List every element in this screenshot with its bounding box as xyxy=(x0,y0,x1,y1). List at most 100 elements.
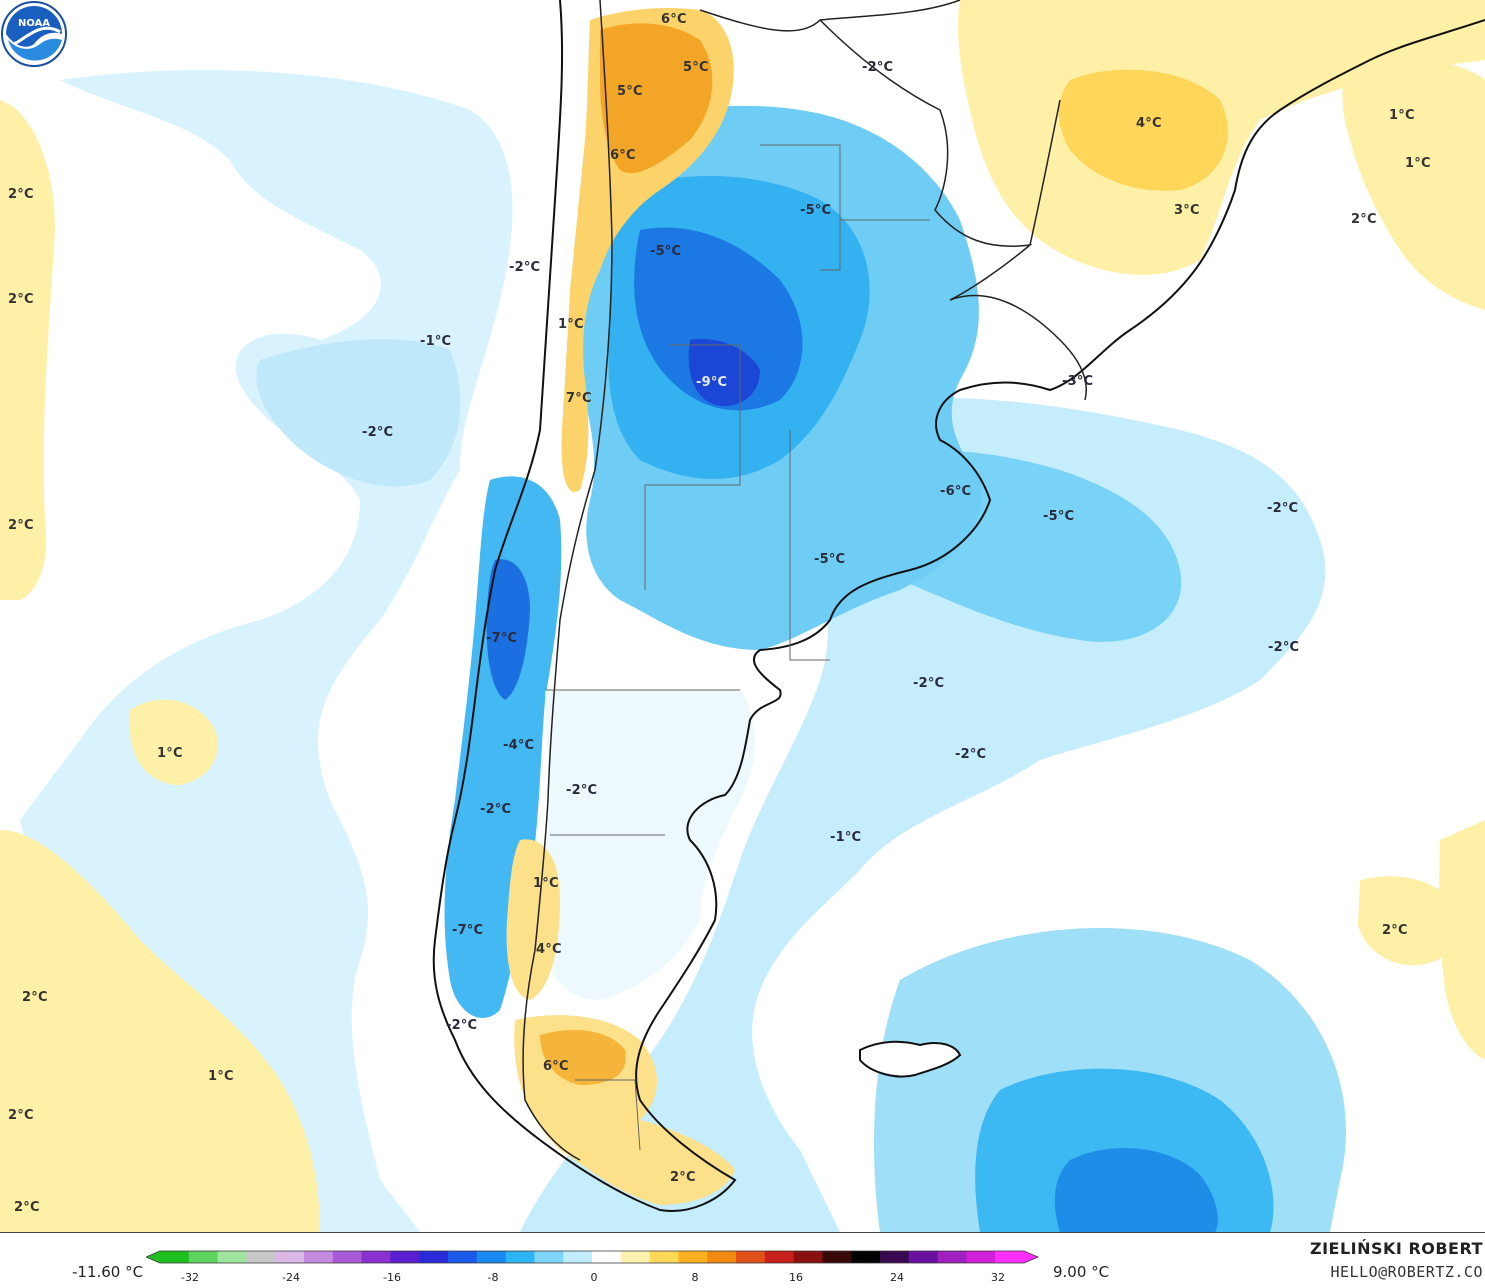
legend-min-value: -11.60 °C xyxy=(72,1263,143,1281)
temperature-label: 1°C xyxy=(1389,108,1415,123)
temperature-anomaly-map: 6°C 5°C 5°C 6°C -2°C 4°C 1°C 1°C 3°C -5°… xyxy=(0,0,1485,1232)
atlantic-warm-east xyxy=(1343,56,1485,310)
temperature-label: 2°C xyxy=(14,1200,40,1215)
colorbar-cell xyxy=(534,1251,563,1263)
temperature-label: -4°C xyxy=(503,738,534,753)
temperature-label: -2°C xyxy=(913,676,944,691)
temperature-label: 3°C xyxy=(1174,203,1200,218)
noaa-logo: NOAA xyxy=(0,0,68,68)
colorbar-cell xyxy=(390,1251,419,1263)
colorbar-cell xyxy=(938,1251,967,1263)
temperature-label: 1°C xyxy=(208,1069,234,1084)
colorbar-cell xyxy=(736,1251,765,1263)
temperature-label: 6°C xyxy=(543,1059,569,1074)
colorbar-cell xyxy=(650,1251,679,1263)
temperature-label: 2°C xyxy=(670,1170,696,1185)
legend-tick-label: -32 xyxy=(181,1271,199,1284)
colorbar-cell xyxy=(477,1251,506,1263)
colorbar-cell xyxy=(448,1251,477,1263)
legend-tick-label: -24 xyxy=(282,1271,300,1284)
temperature-label: -2°C xyxy=(1268,640,1299,655)
colorbar-cell xyxy=(909,1251,938,1263)
colorbar-cell xyxy=(995,1251,1024,1263)
colorbar-cell xyxy=(362,1251,391,1263)
temperature-label: 4°C xyxy=(536,942,562,957)
temperature-label: -2°C xyxy=(862,60,893,75)
temperature-label: -5°C xyxy=(800,203,831,218)
legend-tick-label: -16 xyxy=(383,1271,401,1284)
pacific-cold-core xyxy=(256,339,460,486)
legend-tick-label: 32 xyxy=(991,1271,1005,1284)
temperature-label: 6°C xyxy=(610,148,636,163)
temperature-label: 2°C xyxy=(1351,212,1377,227)
temperature-label: -2°C xyxy=(480,802,511,817)
temperature-label: -6°C xyxy=(940,484,971,499)
colorbar-cell xyxy=(218,1251,247,1263)
colorbar-cell xyxy=(506,1251,535,1263)
map-shading xyxy=(0,0,1485,1232)
temperature-label: -5°C xyxy=(650,244,681,259)
temperature-label: -1°C xyxy=(830,830,861,845)
temperature-label: -2°C xyxy=(566,783,597,798)
colorbar-cell xyxy=(160,1251,189,1263)
temperature-label: -2°C xyxy=(362,425,393,440)
colorbar-cell xyxy=(563,1251,592,1263)
colorbar-cell xyxy=(621,1251,650,1263)
temperature-label: -5°C xyxy=(814,552,845,567)
colorbar-cell xyxy=(304,1251,333,1263)
temperature-label: -2°C xyxy=(1267,501,1298,516)
temperature-label: 1°C xyxy=(1405,156,1431,171)
legend-tick-label: 0 xyxy=(591,1271,598,1284)
temperature-label: -2°C xyxy=(955,747,986,762)
legend-tick-label: -8 xyxy=(488,1271,499,1284)
legend-tick-label: 8 xyxy=(692,1271,699,1284)
temperature-label: 2°C xyxy=(22,990,48,1005)
colorbar-cell xyxy=(880,1251,909,1263)
temperature-label: -2°C xyxy=(446,1018,477,1033)
temperature-label: 2°C xyxy=(1382,923,1408,938)
temperature-label: 2°C xyxy=(8,187,34,202)
temperature-label: -2°C xyxy=(509,260,540,275)
colorbar-cell xyxy=(794,1251,823,1263)
colorbar-right-arrow xyxy=(1024,1251,1038,1263)
temperature-label: -3°C xyxy=(1062,374,1093,389)
temperature-label: -7°C xyxy=(452,923,483,938)
colorbar-cell xyxy=(275,1251,304,1263)
legend-tick-label: 24 xyxy=(890,1271,904,1284)
temperature-label: 6°C xyxy=(661,12,687,27)
colorbar-cell xyxy=(246,1251,275,1263)
temperature-label: 2°C xyxy=(8,1108,34,1123)
temperature-label: -9°C xyxy=(696,375,727,390)
colorbar-cell xyxy=(822,1251,851,1263)
colorbar-cell xyxy=(707,1251,736,1263)
colorbar-cells xyxy=(146,1251,1038,1263)
temperature-label: 4°C xyxy=(1136,116,1162,131)
temperature-label: -7°C xyxy=(486,631,517,646)
colorbar-cell xyxy=(966,1251,995,1263)
colorbar-cell xyxy=(851,1251,880,1263)
temperature-label: 2°C xyxy=(8,292,34,307)
colorbar-cell xyxy=(592,1251,621,1263)
colorbar-cell xyxy=(765,1251,794,1263)
temperature-label: 5°C xyxy=(617,84,643,99)
temperature-label: -1°C xyxy=(420,334,451,349)
temperature-label: 5°C xyxy=(683,60,709,75)
colorbar-cell xyxy=(333,1251,362,1263)
colorbar-cell xyxy=(678,1251,707,1263)
temperature-label: -5°C xyxy=(1043,509,1074,524)
colorbar-left-arrow xyxy=(146,1251,160,1263)
legend-tick-label: 16 xyxy=(789,1271,803,1284)
temperature-label: 1°C xyxy=(533,876,559,891)
noaa-logo-text: NOAA xyxy=(18,18,50,29)
temperature-label: 1°C xyxy=(157,746,183,761)
temperature-label: 1°C xyxy=(558,317,584,332)
author-email: HELLO@ROBERTZ.CO xyxy=(1331,1263,1484,1281)
southern-andes-warm xyxy=(507,839,560,1000)
temperature-label: 7°C xyxy=(566,391,592,406)
author-credit: ZIELIŃSKI ROBERT xyxy=(1310,1239,1483,1258)
atlantic-warm-east3 xyxy=(1439,820,1485,1060)
temperature-label: 2°C xyxy=(8,518,34,533)
colorbar-cell xyxy=(419,1251,448,1263)
colorbar-cell xyxy=(189,1251,218,1263)
